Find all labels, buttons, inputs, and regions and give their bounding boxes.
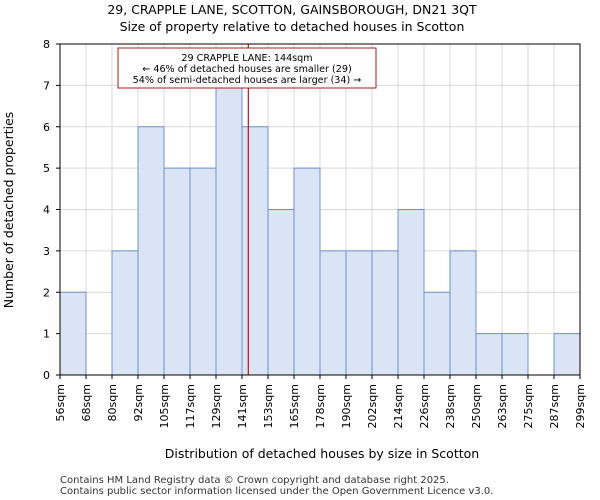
bar-56sqm xyxy=(59,291,87,376)
bar-202sqm xyxy=(371,250,399,376)
y-tick-4: 4 xyxy=(43,204,50,217)
x-tick-226sqm: 226sqm xyxy=(418,384,431,428)
y-tick-labels: 0 1 2 3 4 5 6 7 8 xyxy=(43,38,60,382)
annotation-line-3: 54% of semi-detached houses are larger (… xyxy=(133,75,362,86)
annotation-box: 29 CRAPPLE LANE: 144sqm ← 46% of detache… xyxy=(117,47,377,89)
annotation-line-2: ← 46% of detached houses are smaller (29… xyxy=(142,64,351,75)
x-tick-153sqm: 153sqm xyxy=(262,384,275,428)
y-tick-0: 0 xyxy=(43,369,50,382)
bar-250sqm xyxy=(475,333,503,376)
bars-group xyxy=(59,84,581,376)
bar-129sqm xyxy=(215,84,243,376)
y-axis-label: Number of detached properties xyxy=(1,112,16,309)
x-tick-68sqm: 68sqm xyxy=(80,384,93,421)
x-tick-80sqm: 80sqm xyxy=(106,384,119,421)
x-tick-129sqm: 129sqm xyxy=(210,384,223,428)
x-tick-141sqm: 141sqm xyxy=(236,384,249,428)
plot-frame xyxy=(59,43,581,376)
x-tick-263sqm: 263sqm xyxy=(496,384,509,428)
chart-subtitle: Size of property relative to detached ho… xyxy=(120,19,465,34)
x-tick-250sqm: 250sqm xyxy=(470,384,483,428)
annotation-line-1: 29 CRAPPLE LANE: 144sqm xyxy=(181,53,312,64)
y-tick-2: 2 xyxy=(43,286,50,299)
y-tick-8: 8 xyxy=(43,38,50,51)
x-tick-202sqm: 202sqm xyxy=(366,384,379,428)
y-tick-7: 7 xyxy=(43,79,50,92)
x-tick-287sqm: 287sqm xyxy=(548,384,561,428)
x-tick-117sqm: 117sqm xyxy=(184,384,197,428)
bar-178sqm xyxy=(319,250,347,376)
bar-80sqm xyxy=(111,250,139,376)
bar-141sqm xyxy=(241,126,269,376)
bar-287sqm xyxy=(553,333,581,376)
x-tick-92sqm: 92sqm xyxy=(132,384,145,421)
bar-165sqm xyxy=(293,167,321,376)
bar-190sqm xyxy=(345,250,373,376)
x-tick-190sqm: 190sqm xyxy=(340,384,353,428)
footer-line-2: Contains public sector information licen… xyxy=(60,486,493,497)
bar-214sqm xyxy=(397,209,425,376)
y-tick-5: 5 xyxy=(43,162,50,175)
bar-226sqm xyxy=(423,291,451,376)
x-tick-238sqm: 238sqm xyxy=(444,384,457,428)
y-tick-1: 1 xyxy=(43,328,50,341)
x-tick-labels: 56sqm 68sqm 80sqm 92sqm 105sqm 117sqm 129sqm 14… xyxy=(54,375,587,428)
x-tick-178sqm: 178sqm xyxy=(314,384,327,428)
chart-title: 29, CRAPPLE LANE, SCOTTON, GAINSBOROUGH,… xyxy=(107,2,477,17)
bar-117sqm xyxy=(189,167,217,376)
x-tick-165sqm: 165sqm xyxy=(288,384,301,428)
x-tick-56sqm: 56sqm xyxy=(54,384,67,421)
bar-153sqm xyxy=(267,209,295,376)
x-axis-label: Distribution of detached houses by size … xyxy=(165,446,479,461)
bar-238sqm xyxy=(449,250,477,376)
x-tick-214sqm: 214sqm xyxy=(392,384,405,428)
footer-line-1: Contains HM Land Registry data © Crown c… xyxy=(60,475,449,486)
bar-92sqm xyxy=(137,126,165,376)
x-tick-299sqm: 299sqm xyxy=(574,384,587,428)
bar-105sqm xyxy=(163,167,191,376)
y-tick-6: 6 xyxy=(43,121,50,134)
bar-263sqm xyxy=(501,333,529,376)
x-tick-275sqm: 275sqm xyxy=(522,384,535,428)
annotation-frame xyxy=(117,47,377,89)
y-tick-3: 3 xyxy=(43,245,50,258)
x-tick-105sqm: 105sqm xyxy=(158,384,171,428)
